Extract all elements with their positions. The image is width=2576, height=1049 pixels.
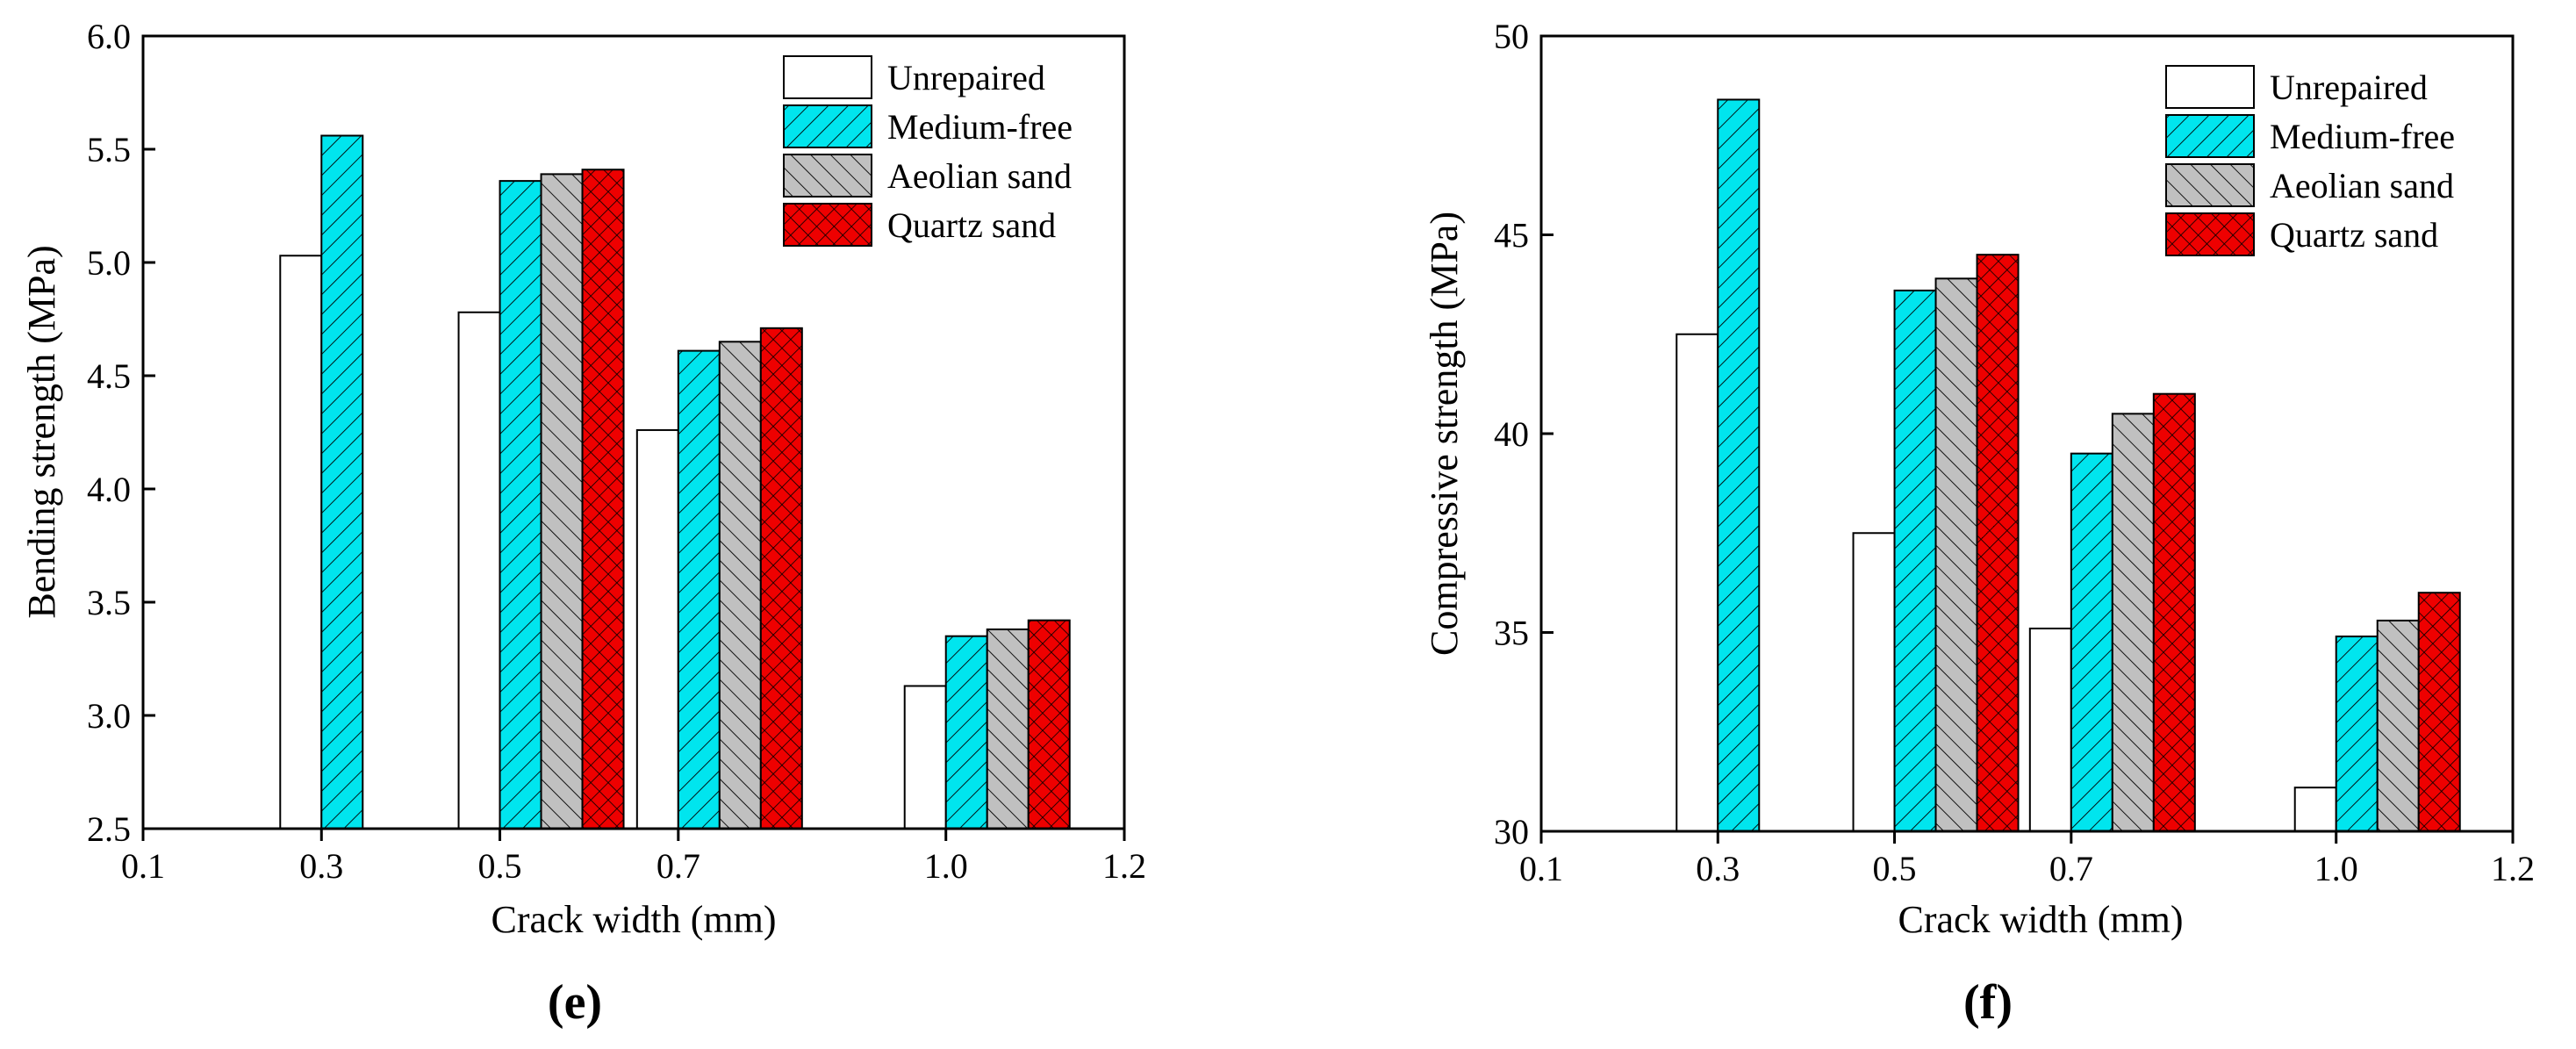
legend-label: Aeolian sand (887, 156, 1072, 196)
x-tick-label: 1.0 (924, 846, 968, 886)
plot-frame (141, 34, 1126, 830)
y-tick-label: 5.0 (87, 243, 131, 283)
bar-quartz-sand-0_7 (2152, 392, 2196, 832)
bar-medium-free-1_0 (944, 635, 988, 830)
x-tick-label: 0.7 (2049, 849, 2093, 888)
bar-medium-free-0_5 (499, 180, 542, 830)
y-tick-label: 3.5 (87, 583, 131, 622)
y-tick-label: 4.0 (87, 470, 131, 509)
bar-medium-free-1_0 (2335, 636, 2379, 833)
bar-aeolian-sand-0_7 (2111, 413, 2155, 832)
legend-swatch (783, 203, 872, 247)
bar-unrepaired-1_0 (2293, 787, 2337, 832)
bar-quartz-sand-0_7 (759, 327, 803, 830)
y-tick-label: 2.5 (87, 809, 131, 849)
bar-aeolian-sand-1_0 (2376, 619, 2420, 832)
bar-quartz-sand-1_0 (2417, 592, 2461, 832)
x-tick-label: 1.2 (2491, 849, 2535, 888)
panel-label: (e) (548, 975, 602, 1030)
legend-swatch (2165, 114, 2255, 158)
legend-item-quartz-sand: Quartz sand (2165, 212, 2438, 256)
x-tick-label: 1.0 (2314, 849, 2358, 888)
bending-strength-chart: 2.5 3.0 3.5 4.0 4.5 5.0 5.5 6.0 0.1 0.3 0.5 0.7 1.0… (20, 17, 1146, 1030)
bar-medium-free-0_7 (2070, 452, 2113, 833)
compressive-strength-chart: 30 35 40 45 50 0.1 0.3 0.5 0.7 1.0 1.2 Crack widt… (1423, 17, 2535, 1030)
y-tick-label: 50 (1494, 17, 1529, 56)
legend-item-aeolian-sand: Aeolian sand (2165, 163, 2454, 207)
legend-item-quartz-sand: Quartz sand (783, 203, 1056, 247)
legend-item-unrepaired: Unrepaired (2165, 65, 2428, 109)
bar-quartz-sand-1_0 (1027, 619, 1071, 830)
bar-medium-free-0_3 (1717, 98, 1761, 833)
x-tick-label: 0.3 (1696, 849, 1740, 888)
y-tick-label: 35 (1494, 614, 1529, 653)
y-tick-label: 3.0 (87, 696, 131, 736)
legend-label: Medium-free (887, 107, 1073, 147)
bar-unrepaired-0_7 (635, 428, 679, 830)
bar-aeolian-sand-0_5 (540, 173, 584, 830)
legend-swatch (783, 154, 872, 198)
bars-group (279, 134, 1071, 830)
y-tick-label: 5.5 (87, 130, 131, 169)
x-tick-label: 1.2 (1102, 846, 1146, 886)
legend: Unrepaired Medium-free Aeolian sand Quartz … (783, 55, 1073, 247)
y-tick-label: 45 (1494, 216, 1529, 255)
bar-unrepaired-1_0 (903, 685, 947, 830)
bar-unrepaired-0_5 (457, 311, 501, 830)
legend-label: Quartz sand (2270, 215, 2438, 255)
bar-medium-free-0_7 (677, 349, 721, 830)
bar-aeolian-sand-1_0 (986, 628, 1030, 830)
x-axis-label: Crack width (mm) (491, 898, 776, 941)
y-axis-label: Bending strength (MPa) (20, 245, 63, 618)
x-tick-label: 0.3 (299, 846, 343, 886)
bar-unrepaired-0_7 (2028, 627, 2072, 832)
x-ticks: 0.1 0.3 0.5 0.7 1.0 1.2 (1519, 831, 2535, 888)
bar-quartz-sand-0_5 (1976, 254, 2020, 832)
x-tick-label: 0.1 (121, 846, 165, 886)
legend-item-unrepaired: Unrepaired (783, 55, 1045, 99)
bar-unrepaired-0_3 (1675, 333, 1719, 832)
legend-item-medium-free: Medium-free (2165, 114, 2455, 158)
x-tick-label: 0.7 (657, 846, 700, 886)
y-tick-label: 4.5 (87, 356, 131, 396)
legend-swatch (783, 55, 872, 99)
legend-label: Medium-free (2270, 117, 2455, 156)
x-tick-label: 0.1 (1519, 849, 1563, 888)
panel-label: (f) (1963, 975, 2013, 1030)
y-tick-label: 6.0 (87, 17, 131, 56)
legend-swatch (783, 104, 872, 148)
bar-quartz-sand-0_5 (581, 169, 625, 830)
bars-group (1675, 98, 2461, 833)
legend-label: Unrepaired (887, 58, 1045, 97)
bar-medium-free-0_5 (1893, 289, 1937, 833)
x-ticks: 0.1 0.3 0.5 0.7 1.0 1.2 (121, 829, 1146, 886)
legend-swatch (2165, 65, 2255, 109)
legend-label: Unrepaired (2270, 68, 2428, 107)
bar-aeolian-sand-0_5 (1934, 277, 1978, 832)
legend-swatch (2165, 212, 2255, 256)
legend-swatch (2165, 163, 2255, 207)
bar-unrepaired-0_3 (279, 255, 323, 830)
legend-item-medium-free: Medium-free (783, 104, 1073, 148)
y-ticks: 30 35 40 45 50 (1494, 17, 1553, 851)
x-tick-label: 0.5 (478, 846, 522, 886)
bar-aeolian-sand-0_7 (718, 341, 762, 830)
legend-label: Quartz sand (887, 205, 1056, 245)
x-tick-label: 0.5 (1873, 849, 1917, 888)
y-tick-label: 40 (1494, 414, 1529, 454)
y-axis-label: Compressive strength (MPa) (1423, 212, 1466, 656)
bar-unrepaired-0_5 (1852, 532, 1896, 832)
x-axis-label: Crack width (mm) (1898, 898, 2183, 941)
y-tick-label: 30 (1494, 812, 1529, 851)
legend-label: Aeolian sand (2270, 166, 2454, 205)
legend-item-aeolian-sand: Aeolian sand (783, 154, 1072, 198)
y-ticks: 2.5 3.0 3.5 4.0 4.5 5.0 5.5 6.0 (87, 17, 155, 849)
legend: Unrepaired Medium-free Aeolian sand Quartz … (2165, 65, 2455, 256)
bar-medium-free-0_3 (320, 134, 364, 830)
